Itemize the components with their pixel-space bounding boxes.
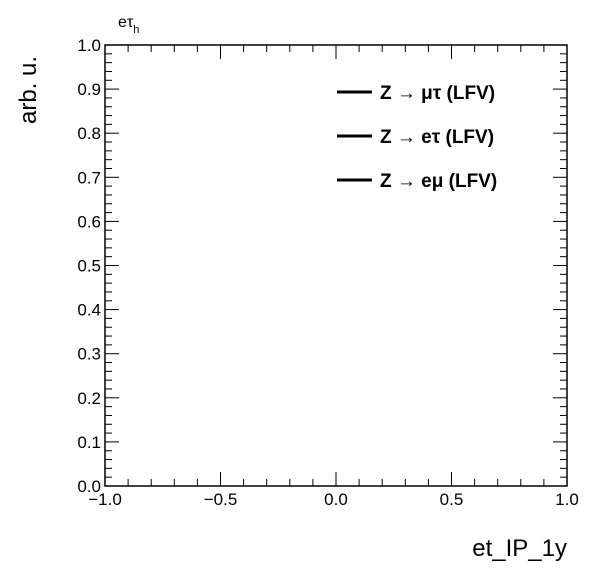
legend-entry: Z → eμ (LFV) [337,171,497,192]
y-tick-label: 0.5 [77,257,101,276]
axis-ticks [104,44,568,487]
legend-label: Z → eμ (LFV) [380,171,497,192]
x-tick-label: −0.5 [204,490,238,509]
y-tick-label: 0.4 [77,301,101,320]
y-tick-label: 0.3 [77,345,101,364]
x-tick-label: −1.0 [88,490,122,509]
legend-entry: Z → eτ (LFV) [337,127,494,148]
y-tick-label: 0.1 [77,433,101,452]
y-tick-label: 0.6 [77,212,101,231]
y-tick-labels: 0.0 0.1 0.2 0.3 0.4 0.5 0.6 0.7 0.8 0.9 1.0 [77,36,101,496]
y-tick-label: 0.7 [77,168,101,187]
x-tick-label: 1.0 [555,490,579,509]
x-axis-label: et_IP_1y [472,535,567,562]
legend: Z → μτ (LFV) Z → eτ (LFV) Z → eμ (LFV) [337,83,497,192]
y-tick-label: 0.0 [77,477,101,496]
y-tick-label: 0.8 [77,124,101,143]
y-axis-label: arb. u. [15,56,42,124]
y-tick-label: 0.2 [77,389,101,408]
y-tick-label: 0.9 [77,80,101,99]
x-tick-label: 0.5 [440,490,464,509]
legend-label: Z → μτ (LFV) [380,83,495,104]
x-tick-labels: −1.0 −0.5 0.0 0.5 1.0 [88,490,579,509]
channel-label: eτh [118,14,139,36]
legend-label: Z → eτ (LFV) [380,127,494,148]
legend-entry: Z → μτ (LFV) [337,83,495,104]
y-tick-label: 1.0 [77,36,101,55]
plot-frame [104,44,568,487]
x-tick-label: 0.0 [324,490,348,509]
